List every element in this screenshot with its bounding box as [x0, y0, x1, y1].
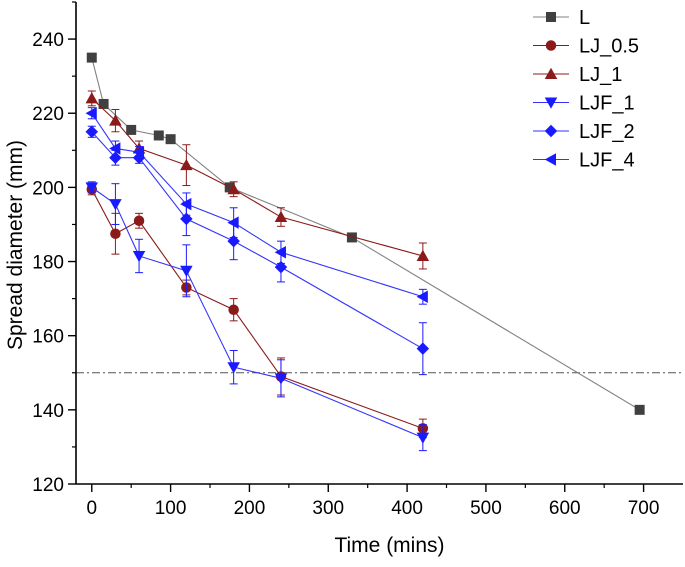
x-tick-label: 500 — [470, 498, 502, 519]
data-point — [228, 304, 239, 315]
data-point — [132, 250, 146, 263]
y-tick-label: 240 — [32, 30, 64, 51]
legend-item-LJF_4: LJF_4 — [533, 150, 635, 172]
series-LJ_1 — [85, 90, 430, 270]
data-point — [85, 125, 99, 139]
legend: L LJ_0.5 LJ_1 LJF_1 LJF_2 LJF_4 — [533, 7, 639, 172]
legend-label: L — [579, 7, 590, 29]
x-tick-label: 200 — [234, 498, 266, 519]
legend-item-LJF_2: LJF_2 — [533, 121, 635, 143]
data-point — [85, 182, 99, 194]
data-point — [416, 249, 430, 261]
series-LJF_1 — [85, 181, 430, 452]
data-point — [634, 404, 645, 415]
data-point — [109, 151, 122, 164]
data-point — [132, 145, 145, 159]
legend-label: LJF_2 — [579, 121, 635, 143]
data-point — [227, 216, 239, 229]
series-line — [91, 97, 424, 257]
data-point — [416, 342, 430, 355]
data-point — [227, 182, 240, 195]
data-point — [180, 265, 193, 278]
data-point — [86, 52, 97, 63]
legend-item-L: L — [533, 7, 590, 29]
legend-marker — [545, 40, 557, 51]
legend-item-LJ_1: LJ_1 — [533, 64, 622, 86]
series-line — [91, 131, 424, 350]
series-LJF_2 — [85, 125, 430, 376]
axis-layer: 0 100 200 300 400 500 600 700 120 140 160 180 200 220… — [32, 1, 683, 519]
data-point — [153, 130, 164, 141]
series-layer — [85, 52, 645, 452]
x-tick-label: 400 — [391, 498, 423, 519]
y-tick-label: 140 — [32, 401, 64, 422]
legend-label: LJ_1 — [579, 64, 622, 86]
data-point — [133, 215, 145, 227]
y-tick-label: 220 — [32, 104, 64, 125]
legend-marker — [544, 153, 556, 166]
data-point — [126, 124, 137, 135]
data-point — [227, 234, 240, 248]
x-tick-label: 300 — [312, 498, 344, 519]
x-axis-title: Time (mins) — [334, 534, 444, 557]
legend-marker — [546, 12, 556, 22]
y-tick-label: 160 — [32, 327, 64, 348]
legend-label: LJF_1 — [579, 93, 635, 115]
legend-item-LJF_1: LJF_1 — [533, 93, 635, 115]
series-LJ_0.5 — [86, 183, 429, 439]
series-line — [91, 57, 640, 411]
legend-marker — [544, 97, 558, 109]
legend-marker — [544, 67, 558, 79]
data-point — [346, 232, 357, 243]
data-point — [110, 228, 121, 239]
y-tick-label: 120 — [32, 475, 64, 496]
data-point — [180, 197, 192, 211]
data-point — [109, 114, 122, 126]
y-tick-label: 200 — [32, 178, 64, 199]
legend-label: LJF_4 — [579, 150, 635, 172]
y-tick-label: 180 — [32, 253, 64, 274]
data-point — [180, 212, 193, 226]
data-point — [227, 362, 240, 374]
data-point — [109, 142, 121, 155]
data-point — [416, 432, 430, 444]
data-point — [274, 260, 288, 274]
y-axis-title: Spread diameter (mm) — [4, 140, 27, 350]
data-point — [98, 98, 109, 109]
x-tick-label: 100 — [155, 498, 187, 519]
legend-label: LJ_0.5 — [579, 36, 639, 58]
series-L — [86, 52, 645, 415]
data-point — [274, 246, 286, 259]
x-tick-label: 700 — [628, 498, 660, 519]
data-point — [416, 290, 428, 304]
series-LJF_4 — [85, 106, 428, 305]
legend-item-LJ_0.5: LJ_0.5 — [533, 36, 639, 58]
legend-marker — [544, 124, 558, 138]
data-point — [109, 199, 122, 211]
data-point — [165, 134, 176, 145]
x-tick-label: 0 — [86, 498, 97, 519]
data-point — [180, 158, 193, 171]
data-point — [274, 210, 288, 223]
x-tick-label: 600 — [549, 498, 581, 519]
data-point — [85, 106, 97, 120]
data-point — [85, 92, 99, 104]
data-point — [274, 373, 288, 385]
